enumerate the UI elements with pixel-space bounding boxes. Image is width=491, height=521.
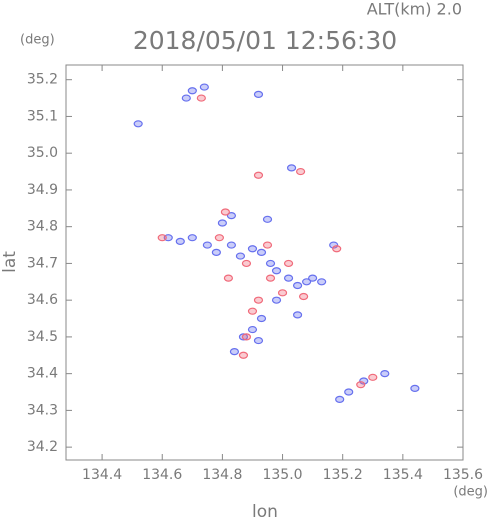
echo	[302, 278, 312, 286]
echo	[253, 90, 264, 98]
echo	[241, 333, 252, 341]
echo	[410, 384, 420, 392]
echo	[271, 296, 282, 304]
echo	[262, 241, 273, 249]
y-tick-label: 35.2	[27, 72, 58, 88]
echo	[308, 274, 318, 282]
echo	[253, 171, 264, 179]
echo	[157, 234, 167, 242]
echo	[253, 336, 264, 345]
x-axis-label: lon	[252, 502, 278, 521]
echo	[298, 292, 309, 301]
echo	[187, 234, 197, 242]
y-tick-label: 34.6	[27, 292, 58, 308]
echo	[238, 333, 249, 341]
echo	[262, 215, 273, 223]
x-tick-label: 135.6	[443, 467, 483, 483]
echo	[187, 87, 197, 95]
echo	[292, 311, 303, 319]
y-tick-label: 34.5	[27, 329, 58, 345]
echo	[283, 259, 294, 268]
echo	[247, 245, 258, 253]
echo	[253, 296, 264, 304]
echo	[256, 314, 267, 323]
echo	[199, 83, 209, 91]
echo	[344, 388, 354, 396]
echo	[202, 241, 212, 249]
echo	[226, 212, 237, 220]
y-tick-label: 34.9	[27, 182, 58, 198]
echo	[238, 351, 249, 359]
y-tick-label: 34.3	[27, 402, 58, 418]
echo	[332, 245, 342, 253]
echo	[265, 274, 276, 282]
echo	[286, 164, 297, 172]
subtitle: ALT(km) 2.0	[367, 0, 462, 19]
echo	[133, 120, 143, 128]
echo	[329, 241, 339, 249]
echo	[335, 395, 345, 403]
echo	[283, 274, 294, 282]
echo	[271, 267, 282, 275]
y-tick-label: 34.4	[27, 366, 58, 382]
y-tick-label: 34.2	[27, 439, 58, 455]
y-axis-label: lat	[0, 251, 20, 273]
x-tick-label: 134.4	[82, 467, 122, 483]
x-tick-label: 134.8	[202, 467, 242, 483]
echo	[356, 381, 366, 389]
echo	[380, 370, 390, 378]
chart-title: 2018/05/01 12:56:30	[133, 26, 397, 55]
echo	[196, 94, 206, 102]
echo	[220, 208, 231, 216]
x-tick-label: 134.6	[142, 467, 182, 483]
y-tick-label: 35.0	[27, 145, 58, 161]
x-tick-label: 135.0	[262, 467, 302, 483]
echo	[256, 248, 267, 256]
echo	[277, 289, 288, 297]
echo	[214, 234, 224, 242]
echo	[175, 237, 185, 245]
echo	[359, 377, 369, 385]
echo	[217, 219, 227, 227]
plot-frame	[65, 64, 464, 461]
echo	[317, 278, 327, 286]
x-unit: (deg)	[453, 485, 488, 500]
echo	[295, 167, 306, 176]
echo	[247, 307, 258, 315]
echo	[229, 348, 240, 356]
y-tick-label: 34.7	[27, 255, 58, 271]
echo	[241, 259, 252, 268]
y-unit: (deg)	[20, 33, 55, 48]
echo	[292, 281, 303, 290]
y-tick-label: 34.8	[27, 219, 58, 235]
x-tick-label: 135.2	[323, 467, 363, 483]
echo	[247, 325, 258, 334]
echo	[265, 259, 276, 268]
echo	[211, 248, 221, 256]
echo	[181, 94, 191, 102]
x-tick-label: 135.4	[383, 467, 423, 483]
echo	[223, 274, 234, 282]
echo	[368, 373, 378, 381]
y-tick-label: 35.1	[27, 108, 58, 124]
echo	[226, 241, 237, 249]
echo	[235, 252, 246, 260]
